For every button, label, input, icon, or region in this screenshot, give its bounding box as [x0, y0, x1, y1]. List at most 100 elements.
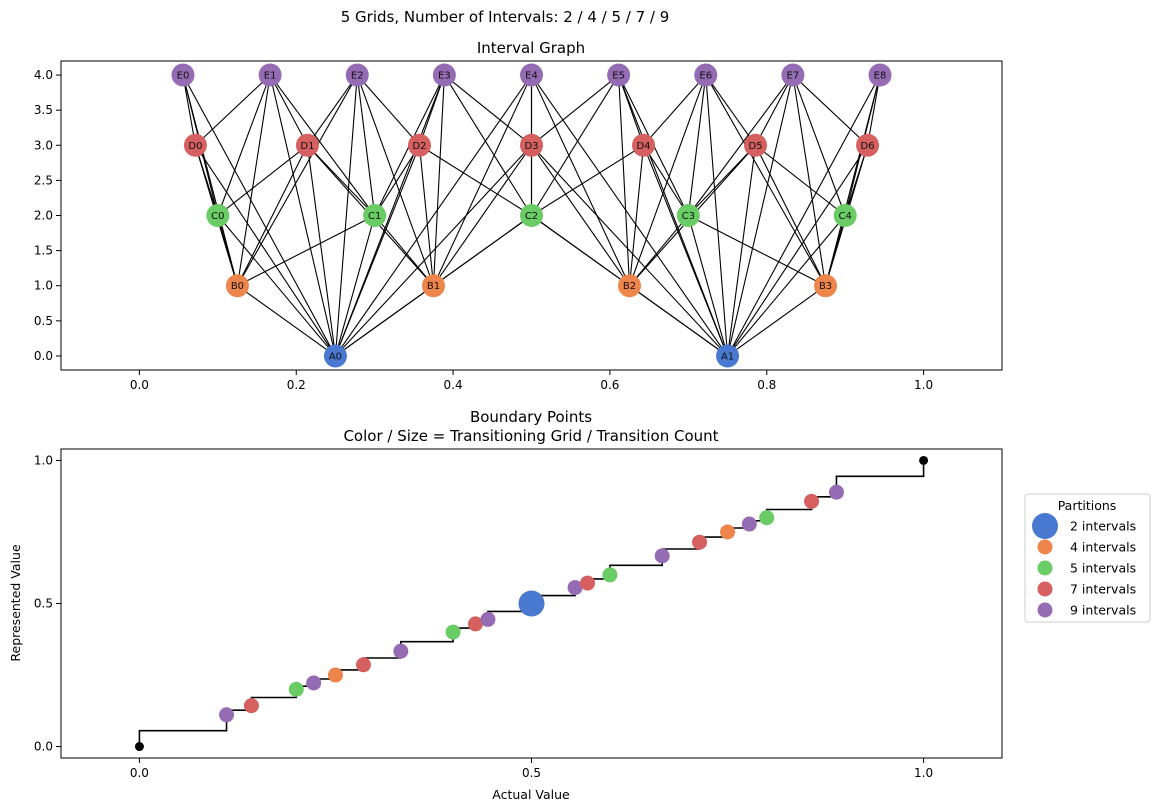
y-tick-label: 1.0 — [34, 279, 53, 293]
edge-A0-B0 — [237, 285, 336, 357]
edge-C4-E7 — [792, 74, 846, 216]
node-E6: E6 — [694, 63, 718, 87]
edge-D0-E0 — [182, 74, 196, 146]
node-marker — [206, 204, 230, 227]
node-E1: E1 — [258, 63, 282, 87]
boundary-point-C — [445, 624, 461, 640]
edge-A0-E0 — [182, 74, 336, 357]
node-marker — [716, 344, 740, 368]
y-tick-label: 1.0 — [34, 453, 53, 467]
boundary-points-x-ticks: 0.0 0.5 1.0 — [130, 758, 933, 780]
edge-B3-D5 — [755, 145, 827, 286]
boundary-point-E — [567, 580, 583, 596]
boundary-points-panel: Boundary Points Color / Size = Transitio… — [8, 408, 1151, 802]
y-tick-label: 0.0 — [34, 349, 53, 363]
node-marker — [225, 274, 249, 298]
node-marker — [258, 63, 282, 87]
legend-entry-B: 4 intervals — [1037, 539, 1136, 555]
node-marker — [295, 133, 319, 157]
edge-A0-E2 — [334, 75, 358, 356]
node-label: C3 — [682, 211, 695, 222]
boundary-points-title: Boundary Points — [470, 408, 592, 426]
node-marker — [183, 133, 207, 157]
edge-B1-E2 — [356, 74, 434, 286]
edge-A1-E7 — [727, 74, 794, 357]
x-tick-label: 1.0 — [914, 766, 933, 780]
edge-C0-D1 — [217, 144, 308, 216]
node-C4: C4 — [833, 204, 857, 227]
legend-entries: 2 intervals 4 intervals 5 intervals 7 inter… — [1032, 513, 1136, 618]
edge-B0-E1 — [236, 74, 271, 286]
boundary-points-x-axis-title: Actual Value — [492, 787, 570, 802]
boundary-point-D — [804, 493, 820, 509]
edge-B2-D4 — [628, 145, 645, 286]
interval-graph-edges — [182, 74, 881, 357]
node-E8: E8 — [868, 63, 892, 87]
node-label: D2 — [412, 141, 426, 152]
edge-C2-D2 — [419, 144, 532, 216]
edge-B1-D3 — [433, 144, 532, 287]
edge-B2-E6 — [629, 74, 707, 286]
boundary-points — [134, 455, 929, 752]
edge-B2-E5 — [618, 75, 631, 286]
node-label: E1 — [264, 71, 277, 82]
boundary-point-E — [480, 611, 496, 627]
node-E4: E4 — [520, 63, 543, 87]
x-tick-label: 0.5 — [522, 766, 541, 780]
node-label: C2 — [525, 211, 538, 222]
edge-A1-E4 — [531, 74, 728, 357]
edge-A1-E6 — [705, 75, 729, 356]
endpoint-start — [134, 742, 144, 752]
x-tick-label: 0.8 — [757, 378, 776, 392]
edge-B1-E3 — [432, 75, 445, 286]
edge-C3-E6 — [687, 74, 707, 216]
edge-B2-C2 — [531, 215, 630, 287]
boundary-point-C — [759, 510, 775, 526]
node-marker — [607, 63, 631, 87]
node-D1: D1 — [295, 133, 319, 157]
boundary-point-D — [467, 616, 483, 632]
edge-B3-C3 — [688, 215, 826, 287]
edge-A1-E8 — [727, 74, 881, 357]
x-tick-label: 0.0 — [130, 766, 149, 780]
node-D6: D6 — [856, 133, 880, 157]
edge-C4-D6 — [844, 145, 869, 216]
boundary-point-B — [720, 524, 736, 540]
node-A1: A1 — [716, 344, 740, 368]
interval-graph-x-ticks: 0.0 0.2 0.4 0.6 0.8 1.0 — [130, 370, 933, 392]
node-marker — [432, 63, 456, 87]
y-tick-label: 1.5 — [34, 244, 53, 258]
node-marker — [171, 63, 195, 87]
y-tick-label: 3.5 — [34, 103, 53, 117]
boundary-points-y-ticks: 0.0 0.5 1.0 — [34, 453, 61, 754]
boundary-point-E — [393, 643, 409, 659]
legend-label: 2 intervals — [1070, 519, 1136, 534]
node-marker — [868, 63, 892, 87]
interval-graph-title: Interval Graph — [477, 39, 585, 57]
edge-A0-C0 — [217, 215, 336, 357]
boundary-point-E — [828, 484, 844, 500]
edge-D2-E3 — [418, 74, 445, 146]
node-label: D4 — [636, 141, 650, 152]
edge-C2-E3 — [443, 74, 532, 216]
edge-C1-E1 — [269, 74, 376, 216]
boundary-point-E — [741, 516, 757, 532]
node-label: E3 — [438, 71, 451, 82]
boundary-point-D — [692, 534, 708, 550]
legend-label: 5 intervals — [1070, 561, 1136, 576]
edge-D3-E3 — [444, 74, 532, 146]
legend-entry-E: 9 intervals — [1037, 602, 1136, 618]
boundary-points-y-axis-title: Represented Value — [8, 544, 23, 662]
edge-D6-E8 — [867, 74, 881, 146]
boundary-point-B — [327, 667, 343, 683]
edge-A0-D1 — [306, 145, 337, 357]
node-marker — [744, 133, 768, 157]
edge-A1-D6 — [727, 144, 869, 357]
partitions-legend: Partitions 2 intervals 4 intervals 5 inter… — [1024, 493, 1151, 623]
node-marker — [323, 344, 347, 368]
edge-C2-E5 — [531, 74, 620, 216]
figure-suptitle: 5 Grids, Number of Intervals: 2 / 4 / 5 … — [341, 8, 670, 26]
edge-B2-E4 — [531, 74, 631, 286]
edge-A1-D5 — [726, 145, 757, 357]
edge-B2-D3 — [531, 144, 630, 287]
